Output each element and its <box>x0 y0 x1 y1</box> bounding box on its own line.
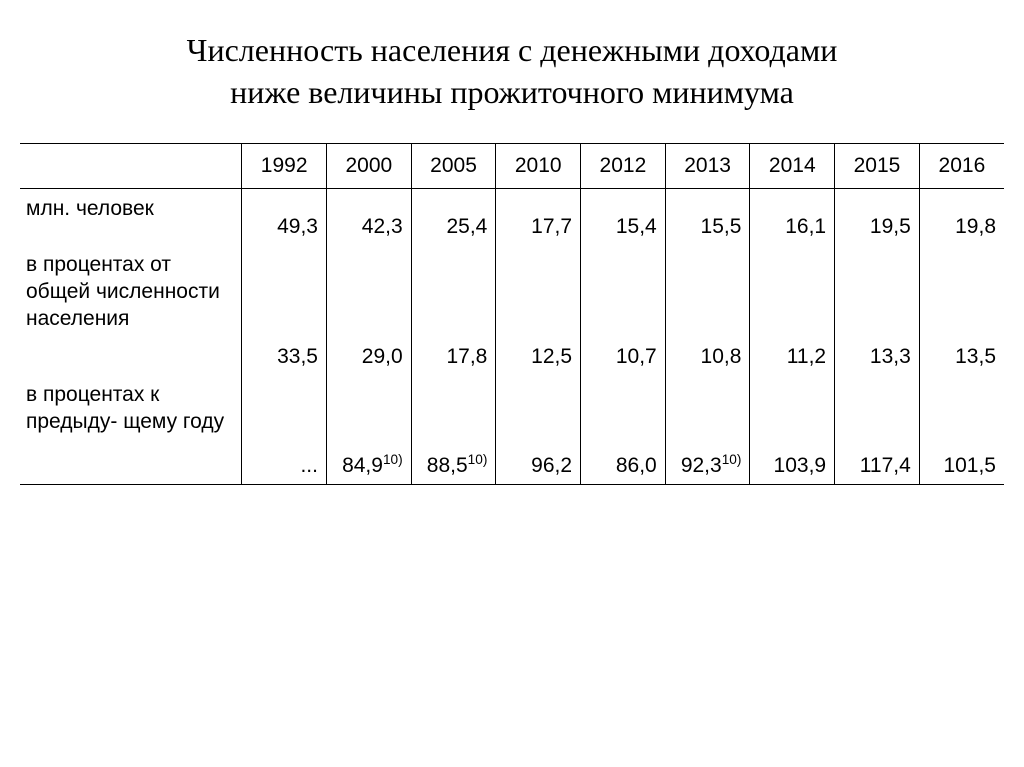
col-header-year: 2000 <box>326 144 411 189</box>
cell: 96,2 <box>496 375 581 485</box>
col-header-year: 2015 <box>835 144 920 189</box>
cell: 84,910) <box>326 375 411 485</box>
row-label: в процентах к предыду- щему году <box>20 375 242 485</box>
col-header-year: 1992 <box>242 144 327 189</box>
table-row: в процентах от общей численности населен… <box>20 245 1004 375</box>
cell: 10,7 <box>581 245 666 375</box>
cell: 29,0 <box>326 245 411 375</box>
cell: 19,5 <box>835 189 920 245</box>
table-row: в процентах к предыду- щему году ... 84,… <box>20 375 1004 485</box>
data-table: 1992 2000 2005 2010 2012 2013 2014 2015 … <box>20 143 1004 485</box>
cell: 17,7 <box>496 189 581 245</box>
table-header-row: 1992 2000 2005 2010 2012 2013 2014 2015 … <box>20 144 1004 189</box>
cell: 11,2 <box>750 245 835 375</box>
col-header-year: 2010 <box>496 144 581 189</box>
cell: 86,0 <box>581 375 666 485</box>
cell: 101,5 <box>919 375 1004 485</box>
row-label: в процентах от общей численности населен… <box>20 245 242 375</box>
title-line-2: ниже величины прожиточного минимума <box>230 74 794 110</box>
col-header-year: 2016 <box>919 144 1004 189</box>
cell: 13,3 <box>835 245 920 375</box>
col-header-year: 2012 <box>581 144 666 189</box>
footnote-sup: 10) <box>722 452 742 467</box>
cell: 17,8 <box>411 245 496 375</box>
cell: 13,5 <box>919 245 1004 375</box>
col-header-label <box>20 144 242 189</box>
footnote-sup: 10) <box>468 452 488 467</box>
cell: 19,8 <box>919 189 1004 245</box>
cell: 88,510) <box>411 375 496 485</box>
title-line-1: Численность населения с денежными дохода… <box>187 32 838 68</box>
cell: 49,3 <box>242 189 327 245</box>
cell: 10,8 <box>665 245 750 375</box>
cell: ... <box>242 375 327 485</box>
cell: 42,3 <box>326 189 411 245</box>
cell: 12,5 <box>496 245 581 375</box>
cell: 92,310) <box>665 375 750 485</box>
col-header-year: 2005 <box>411 144 496 189</box>
row-label: млн. человек <box>20 189 242 245</box>
col-header-year: 2014 <box>750 144 835 189</box>
col-header-year: 2013 <box>665 144 750 189</box>
page-title: Численность населения с денежными дохода… <box>20 30 1004 113</box>
cell: 117,4 <box>835 375 920 485</box>
footnote-sup: 10) <box>383 452 403 467</box>
cell: 16,1 <box>750 189 835 245</box>
cell: 25,4 <box>411 189 496 245</box>
cell: 33,5 <box>242 245 327 375</box>
table-row: млн. человек 49,3 42,3 25,4 17,7 15,4 15… <box>20 189 1004 245</box>
cell: 15,4 <box>581 189 666 245</box>
cell: 15,5 <box>665 189 750 245</box>
cell: 103,9 <box>750 375 835 485</box>
